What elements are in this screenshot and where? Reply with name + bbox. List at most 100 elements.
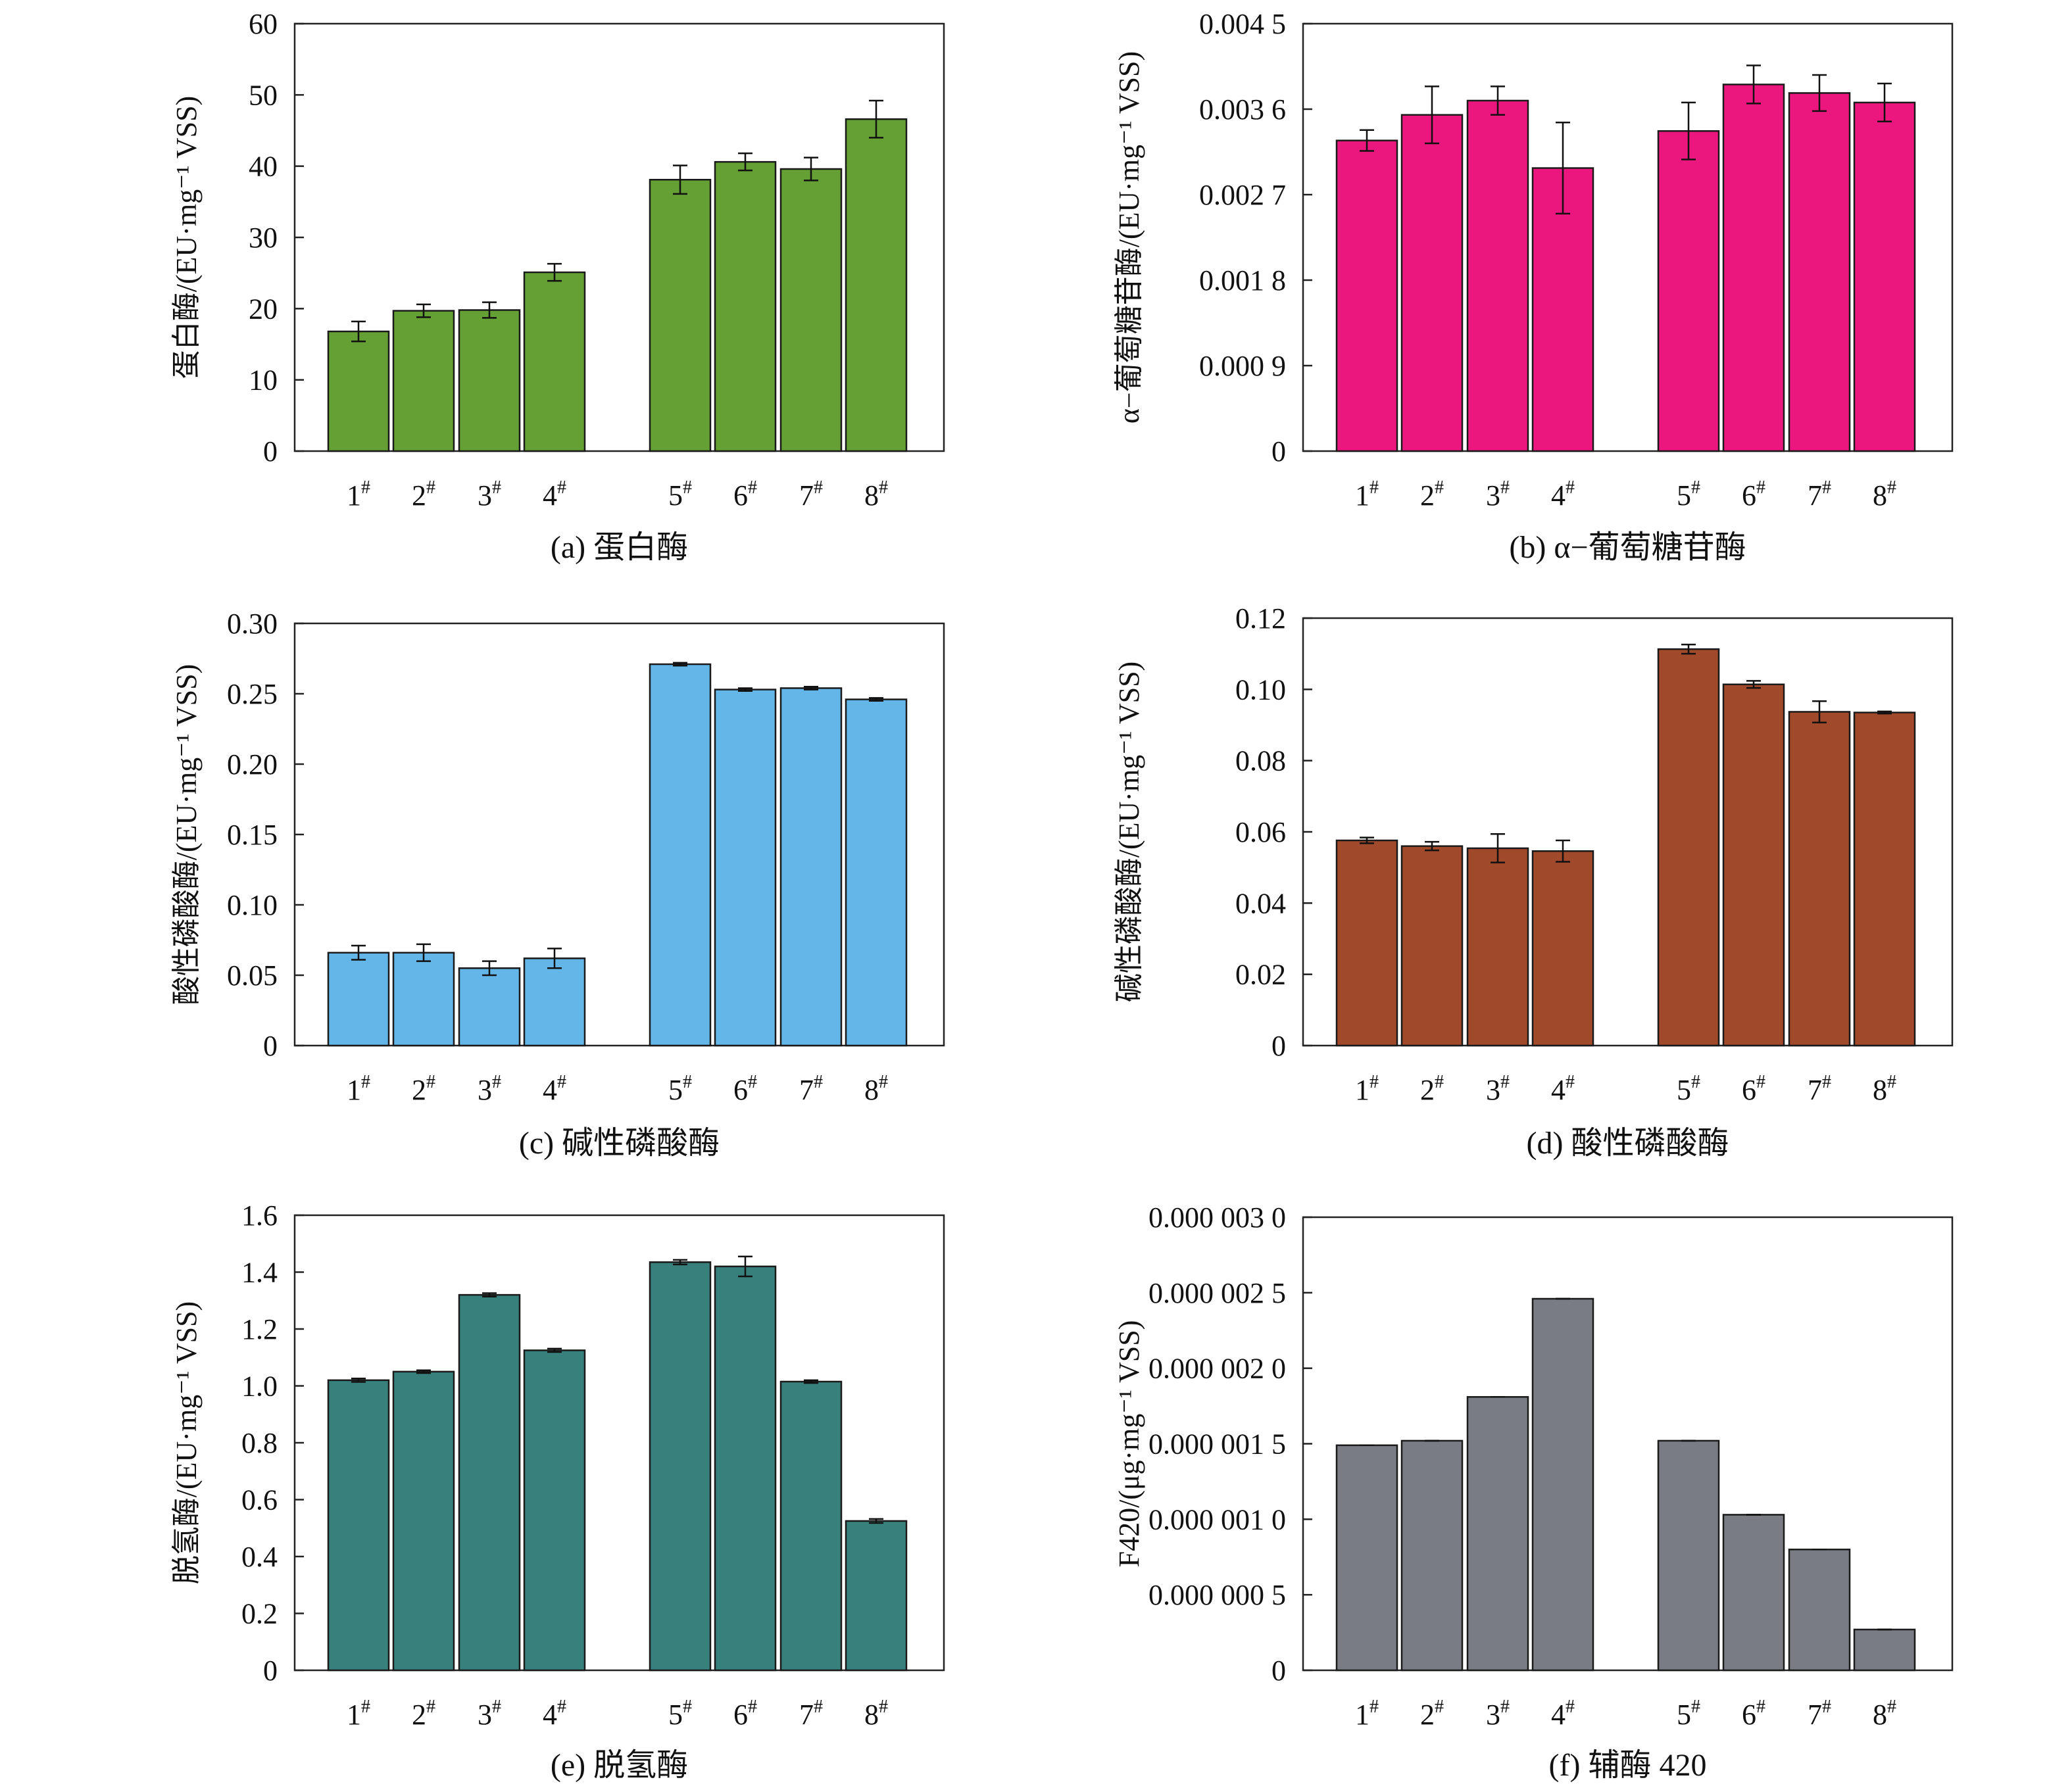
x-tick-label-number: 6 (1742, 1699, 1756, 1731)
y-tick-label: 0.000 9 (1199, 350, 1286, 382)
chart-panel-f: 0 0.000 000 5 0.000 001 0 0.000 001 5 0.000 … (1113, 1201, 1954, 1783)
x-tick-label-superscript: # (1566, 1697, 1575, 1717)
y-tick-label: 0.8 (241, 1427, 278, 1459)
x-tick-label-superscript: # (1566, 1072, 1575, 1092)
bar-8 (1853, 1628, 1916, 1672)
x-tick-label: 3# (1486, 1697, 1510, 1731)
x-tick-label-number: 3 (478, 1699, 492, 1731)
plot-frame (1302, 22, 1954, 452)
bar-5 (1657, 1439, 1720, 1672)
y-tick-label: 1.6 (241, 1199, 278, 1232)
bar-3 (1466, 99, 1529, 452)
x-tick-label-number: 1 (347, 1074, 361, 1106)
x-tick-label-superscript: # (814, 1697, 823, 1717)
y-tick-label: 0.10 (227, 889, 278, 921)
bar-5 (1657, 648, 1720, 1047)
bar-7 (779, 1380, 843, 1672)
y-tick-label: 0.15 (227, 819, 278, 851)
x-tick-label-superscript: # (1435, 1072, 1444, 1092)
bar-4 (1531, 850, 1594, 1047)
y-tick-label: 0 (1271, 1030, 1286, 1062)
x-tick-label-superscript: # (683, 1697, 692, 1717)
x-tick-label-number: 3 (1486, 1699, 1500, 1731)
bar-6 (1722, 1514, 1785, 1672)
x-tick-label-superscript: # (1500, 1697, 1510, 1717)
x-tick-label: 1# (347, 477, 370, 512)
y-tick-label: 1.0 (241, 1370, 278, 1403)
x-tick-label: 1# (347, 1697, 370, 1731)
x-tick-label-superscript: # (1500, 1072, 1510, 1092)
chart-panel-b: 00.000 90.001 80.002 70.003 60.004 51# 2#… (1113, 8, 1954, 565)
x-tick-label-number: 2 (412, 479, 426, 512)
x-tick-label-number: 7 (799, 1699, 814, 1731)
y-tick-label: 0.06 (1235, 816, 1286, 848)
y-tick-label: 0.02 (1235, 959, 1286, 991)
x-tick-label-number: 6 (1742, 1074, 1756, 1106)
x-tick-label-superscript: # (426, 1697, 435, 1717)
x-tick-label-number: 4 (543, 1699, 557, 1731)
x-tick-label: 4# (543, 477, 566, 512)
x-tick-label: 6# (1742, 1697, 1765, 1731)
bar-2 (1400, 845, 1464, 1047)
x-tick-label-number: 4 (1551, 479, 1566, 512)
x-tick-label-number: 2 (1420, 1074, 1435, 1106)
x-tick-label: 2# (1420, 477, 1444, 512)
x-tick-label: 2# (1420, 1072, 1444, 1106)
plot-frame (1302, 1216, 1954, 1672)
y-tick-label: 0.4 (241, 1541, 278, 1573)
x-tick-label-superscript: # (879, 477, 888, 498)
x-tick-label: 4# (1551, 477, 1575, 512)
y-tick-label: 40 (249, 151, 278, 183)
x-tick-label: 1# (1355, 1697, 1379, 1731)
bar-3 (458, 1293, 521, 1672)
bar-3 (458, 309, 521, 452)
x-tick-label: 7# (799, 1072, 823, 1106)
y-tick-label: 0.2 (241, 1598, 278, 1630)
bar-3 (1466, 847, 1529, 1047)
x-tick-label-number: 1 (347, 479, 361, 512)
x-tick-label: 5# (1677, 1697, 1700, 1731)
bar-2 (392, 952, 455, 1047)
x-tick-label-number: 6 (733, 1699, 748, 1731)
x-tick-label-superscript: # (557, 477, 566, 498)
y-tick-label: 20 (249, 293, 278, 325)
x-tick-label-superscript: # (1691, 1697, 1700, 1717)
bar-2 (1400, 114, 1464, 452)
x-tick-label: 2# (412, 1697, 435, 1731)
x-tick-label: 2# (412, 477, 435, 512)
x-tick-label: 8# (864, 1697, 888, 1731)
x-tick-label: 8# (1873, 1072, 1896, 1106)
bar-6 (1722, 84, 1785, 452)
x-tick-label-superscript: # (814, 477, 823, 498)
x-tick-label-superscript: # (814, 1072, 823, 1092)
bar-7 (779, 687, 843, 1047)
x-tick-label: 1# (1355, 477, 1379, 512)
y-tick-label: 0.002 7 (1199, 179, 1286, 211)
y-tick-label: 0.004 5 (1199, 8, 1286, 40)
y-tick-label: 0.08 (1235, 745, 1286, 777)
x-tick-label-number: 2 (412, 1699, 426, 1731)
x-tick-label-number: 8 (864, 1074, 879, 1106)
y-tick-label: 0.000 000 5 (1148, 1579, 1286, 1611)
x-tick-label-number: 1 (1355, 1074, 1369, 1106)
bar-6 (714, 160, 777, 452)
x-tick-label: 1# (347, 1072, 370, 1106)
x-tick-label-superscript: # (1691, 1072, 1700, 1092)
x-tick-label-superscript: # (683, 477, 692, 498)
panel-caption: (e) 脱氢酶 (551, 1748, 688, 1783)
x-tick-label-number: 8 (1873, 1074, 1887, 1106)
x-tick-label-superscript: # (557, 1697, 566, 1717)
x-tick-label-number: 6 (1742, 479, 1756, 512)
x-tick-label: 6# (733, 477, 757, 512)
x-tick-label-superscript: # (1435, 1697, 1444, 1717)
x-tick-label-superscript: # (1369, 1072, 1379, 1092)
x-tick-label-superscript: # (1756, 1697, 1765, 1717)
x-tick-label: 4# (543, 1072, 566, 1106)
x-tick-label-superscript: # (1887, 477, 1896, 498)
x-tick-label-superscript: # (879, 1697, 888, 1717)
x-tick-label-number: 1 (347, 1699, 361, 1731)
x-tick-label: 6# (733, 1697, 757, 1731)
x-tick-label-superscript: # (426, 1072, 435, 1092)
x-tick-label: 1# (1355, 1072, 1379, 1106)
